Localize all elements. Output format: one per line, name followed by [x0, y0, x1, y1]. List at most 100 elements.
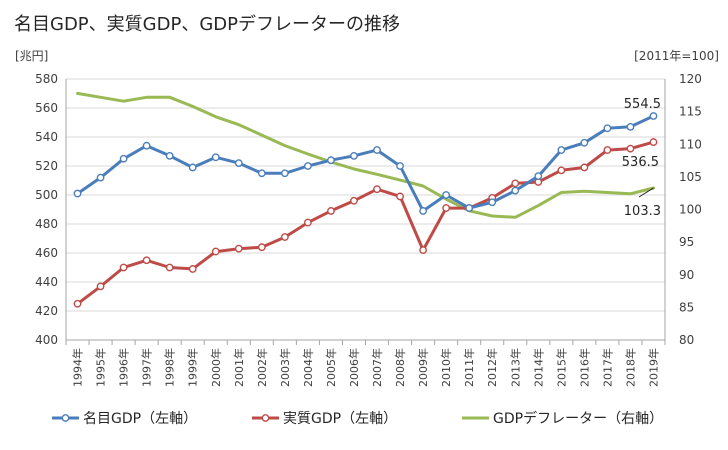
series-line-0: [76, 114, 655, 213]
data-point: [73, 299, 82, 308]
x-tick-label: 2014年: [531, 348, 545, 387]
data-point: [304, 218, 312, 227]
data-point: [557, 146, 566, 154]
data-point: [350, 151, 358, 160]
legend-label: 名目GDP（左軸）: [83, 411, 197, 427]
data-point: [119, 263, 128, 272]
data-point: [280, 169, 289, 178]
y-right-tick-label: 115: [679, 105, 702, 119]
right-axis-unit: [2011年=100]: [634, 49, 719, 63]
x-tick-label: 1999年: [186, 348, 200, 387]
data-point: [442, 204, 451, 212]
data-point: [465, 204, 474, 212]
data-point: [557, 166, 566, 175]
x-tick-label: 2015年: [554, 348, 568, 387]
data-point: [511, 179, 520, 188]
y-left-tick-label: 420: [35, 304, 58, 318]
data-point: [327, 156, 335, 165]
x-tick-label: 2016年: [577, 348, 591, 387]
x-tick-label: 1994年: [71, 348, 85, 387]
x-tick-label: 2008年: [393, 348, 407, 387]
deflator-leader-line: [638, 187, 654, 198]
data-point: [96, 173, 105, 182]
x-tick-label: 2002年: [255, 348, 269, 387]
data-point: [603, 124, 612, 133]
data-point: [96, 282, 105, 291]
legend-marker: [261, 414, 270, 422]
data-point: [257, 243, 266, 252]
x-tick-label: 2018年: [623, 348, 637, 387]
x-tick-label: 2009年: [416, 348, 430, 387]
legend-label: 実質GDP（左軸）: [283, 411, 397, 427]
nominal-end-label: 554.5: [624, 97, 661, 112]
x-tick-label: 2013年: [508, 348, 522, 387]
deflator-end-label: 103.3: [624, 204, 661, 219]
x-tick-label: 2000年: [209, 348, 223, 387]
data-point: [626, 144, 635, 153]
data-point: [119, 154, 128, 163]
x-tick-label: 2019年: [646, 348, 660, 387]
x-tick-label: 2011年: [462, 348, 476, 387]
data-point: [327, 207, 335, 215]
y-left-tick-label: 400: [35, 333, 58, 347]
y-right-tick-label: 95: [679, 235, 694, 249]
y-right-tick-label: 110: [679, 137, 702, 151]
y-right-tick-label: 85: [679, 300, 694, 314]
x-tick-label: 2001年: [232, 348, 246, 387]
data-point: [488, 198, 497, 207]
data-labels: 554.5 536.5 103.3: [622, 97, 661, 219]
data-point: [396, 162, 404, 170]
data-point: [419, 207, 427, 215]
data-point: [280, 233, 289, 241]
data-point: [142, 141, 151, 150]
y-left-tick-label: 440: [35, 275, 58, 289]
y-left-tick-label: 480: [35, 217, 58, 231]
y-right-tick-label: 120: [679, 72, 702, 86]
data-point: [188, 265, 197, 273]
data-point: [211, 153, 220, 162]
chart-title: 名目GDP、実質GDP、GDPデフレーターの推移: [14, 14, 400, 35]
x-tick-label: 1996年: [117, 348, 131, 387]
series-line-2: [76, 91, 655, 219]
data-point: [603, 146, 612, 154]
y-right-tick-label: 105: [679, 170, 702, 184]
series-area: [73, 91, 658, 308]
x-tick-label: 2007年: [370, 348, 384, 387]
axes: 400 420 440 460 480 500 520 540 560 580 80 85 90 95 10…: [15, 49, 719, 387]
legend-marker: [61, 414, 70, 422]
data-point: [73, 189, 82, 198]
x-tick-label: 2017年: [600, 348, 614, 387]
data-point: [304, 162, 312, 170]
data-point: [234, 159, 243, 168]
data-point: [257, 169, 266, 178]
x-tick-label: 2005年: [324, 348, 338, 387]
x-tick-label: 1997年: [140, 348, 154, 387]
y-left-tick-label: 580: [35, 72, 58, 86]
data-point: [649, 112, 658, 120]
data-point: [350, 196, 358, 205]
x-tick-label: 2004年: [301, 348, 315, 387]
data-point: [580, 163, 589, 172]
data-point: [234, 244, 243, 253]
data-point: [396, 192, 404, 201]
y-left-tick-label: 520: [35, 159, 58, 173]
x-tick-label: 2012年: [485, 348, 499, 387]
real-end-label: 536.5: [622, 155, 659, 170]
left-axis-unit: [兆円]: [15, 49, 48, 63]
data-point: [211, 247, 220, 256]
data-point: [165, 263, 174, 272]
y-left-tick-label: 540: [35, 130, 58, 144]
data-point: [580, 138, 589, 147]
x-tick-label: 2010年: [439, 348, 453, 387]
x-tick-label: 2003年: [278, 348, 292, 387]
data-point: [649, 138, 658, 146]
data-point: [511, 186, 520, 195]
data-point: [534, 172, 543, 181]
data-point: [142, 256, 151, 265]
data-point: [373, 146, 381, 154]
x-tick-label: 1995年: [94, 348, 108, 387]
x-tick-label: 1998年: [163, 348, 177, 387]
data-point: [626, 122, 635, 131]
y-right-tick-label: 100: [679, 203, 702, 217]
